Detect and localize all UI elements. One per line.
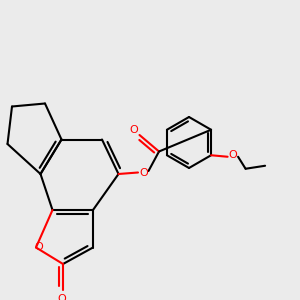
Text: O: O bbox=[139, 167, 148, 178]
Text: O: O bbox=[57, 293, 66, 300]
Text: O: O bbox=[130, 124, 139, 135]
Text: O: O bbox=[34, 242, 43, 253]
Text: O: O bbox=[229, 150, 237, 160]
